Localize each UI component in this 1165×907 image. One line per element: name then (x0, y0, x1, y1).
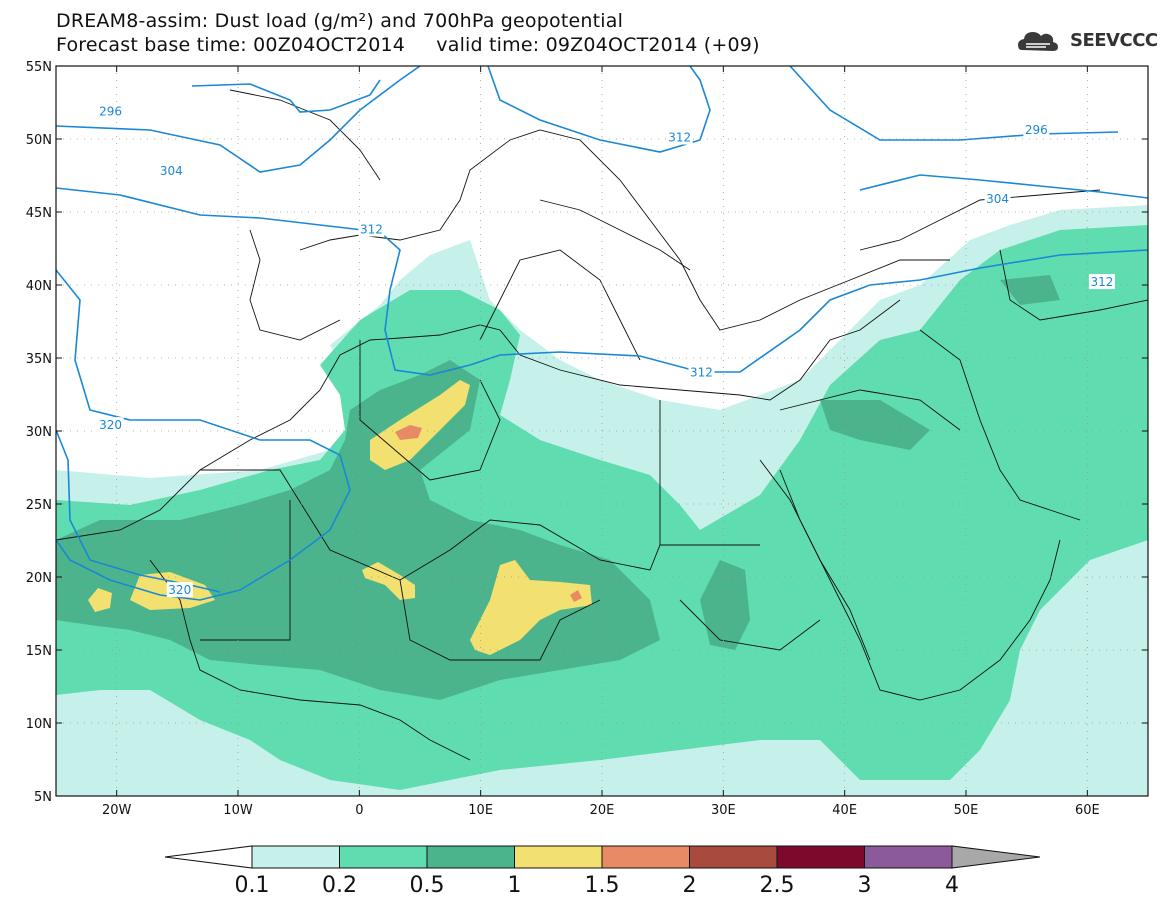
lon-tick-label: 50E (954, 803, 979, 818)
contour-296-west (191, 79, 381, 113)
dust-band-1.5 (570, 590, 582, 602)
map-title: DREAM8-assim: Dust load (g/m²) and 700hP… (56, 10, 624, 32)
lon-tick-label: 20W (102, 803, 132, 818)
lat-tick-label: 10N (26, 717, 52, 732)
dust-band-1 (470, 560, 592, 655)
latitude-axis: 55N 50N 45N 40N 35N 30N 25N 20N 15N 10N 5N (26, 60, 1148, 805)
colorbar-label: 0.5 (410, 873, 445, 898)
contour-label-box (166, 582, 193, 598)
colorbar-label: 4 (945, 873, 959, 898)
colorbar-swatch (426, 845, 515, 869)
contour-label: 312 (360, 223, 383, 237)
colorbar-under-arrow (164, 845, 253, 869)
geopotential-contours (56, 66, 1148, 601)
dust-band-0.5-arabia (820, 400, 930, 450)
lon-tick-label: 40E (832, 803, 857, 818)
dust-band-0.5-caspian (1000, 275, 1060, 305)
map-subtitle-times: Forecast base time: 00Z04OCT2014 valid t… (56, 34, 760, 56)
colorbar-swatch (251, 845, 340, 869)
contour-label-box (358, 221, 385, 237)
colorbar-label: 2 (683, 873, 697, 898)
dust-band-1 (370, 380, 470, 470)
colorbar-label: 1.5 (585, 873, 620, 898)
colorbar-label: 0.1 (235, 873, 270, 898)
dust-band-1.5 (395, 425, 422, 440)
colorbar-swatch (689, 845, 778, 869)
dust-band-1 (88, 588, 112, 612)
contour-label-box (97, 103, 124, 119)
colorbar-over-arrow (951, 845, 1041, 869)
graticule (56, 66, 1148, 796)
contour-label: 320 (168, 583, 191, 597)
contour-label-box (984, 190, 1011, 206)
lat-tick-label: 20N (26, 571, 52, 586)
contour-304 (56, 66, 421, 173)
lon-tick-label: 20E (590, 803, 615, 818)
contour-label: 304 (160, 164, 183, 178)
coastlines (56, 89, 1148, 761)
colorbar-swatch (339, 845, 428, 869)
colorbar-label: 0.2 (322, 873, 357, 898)
contour-label-box (97, 417, 124, 433)
colorbar-swatch (776, 845, 865, 869)
lat-tick-label: 45N (26, 206, 52, 221)
contour-label: 296 (1025, 123, 1048, 137)
longitude-axis: 20W 10W 0 10E 20E 30E 40E 50E 60E (102, 66, 1100, 818)
cloud-icon (1018, 32, 1058, 51)
lat-tick-label: 55N (26, 60, 52, 75)
contour-304-east (859, 174, 1148, 199)
lat-tick-label: 35N (26, 352, 52, 367)
contour-label-box (158, 163, 185, 179)
contour-label: 312 (668, 131, 691, 145)
contour-labels: 296 296 304 312 312 312 304 312 320 320 (97, 103, 1115, 598)
contour-label-box (666, 129, 693, 145)
colorbar-label: 2.5 (760, 873, 795, 898)
contour-label-box (1023, 122, 1050, 138)
colorbar-swatch (864, 845, 953, 869)
contour-label: 312 (1090, 275, 1113, 289)
dust-band-0.5-east (700, 560, 750, 650)
contour-312-west (56, 187, 1148, 376)
colorbar-swatch (601, 845, 690, 869)
contour-label-box (688, 364, 715, 380)
lon-tick-label: 10W (223, 803, 253, 818)
contour-label-box (1088, 274, 1115, 290)
lon-tick-label: 0 (355, 803, 363, 818)
lat-tick-label: 15N (26, 644, 52, 659)
contour-320 (56, 269, 351, 601)
lat-tick-label: 40N (26, 279, 52, 294)
lat-tick-label: 30N (26, 425, 52, 440)
contour-296-east (789, 66, 1119, 141)
contour-label: 320 (99, 418, 122, 432)
lat-tick-label: 50N (26, 133, 52, 148)
colorbar-swatch (514, 845, 603, 869)
colorbar: 0.1 0.2 0.5 1 1.5 2 2.5 3 4 (164, 845, 1041, 898)
colorbar-label: 1 (508, 873, 522, 898)
contour-label: 296 (99, 104, 122, 118)
contour-label: 312 (690, 366, 713, 380)
lat-tick-label: 25N (26, 498, 52, 513)
contour-label: 304 (986, 192, 1009, 206)
lon-tick-label: 30E (711, 803, 736, 818)
colorbar-label: 3 (858, 873, 872, 898)
lon-tick-label: 10E (468, 803, 493, 818)
lon-tick-label: 60E (1075, 803, 1100, 818)
lat-tick-label: 5N (34, 790, 52, 805)
logo-text: SEEVCCC (1070, 30, 1158, 51)
contour-312-north (487, 66, 711, 153)
